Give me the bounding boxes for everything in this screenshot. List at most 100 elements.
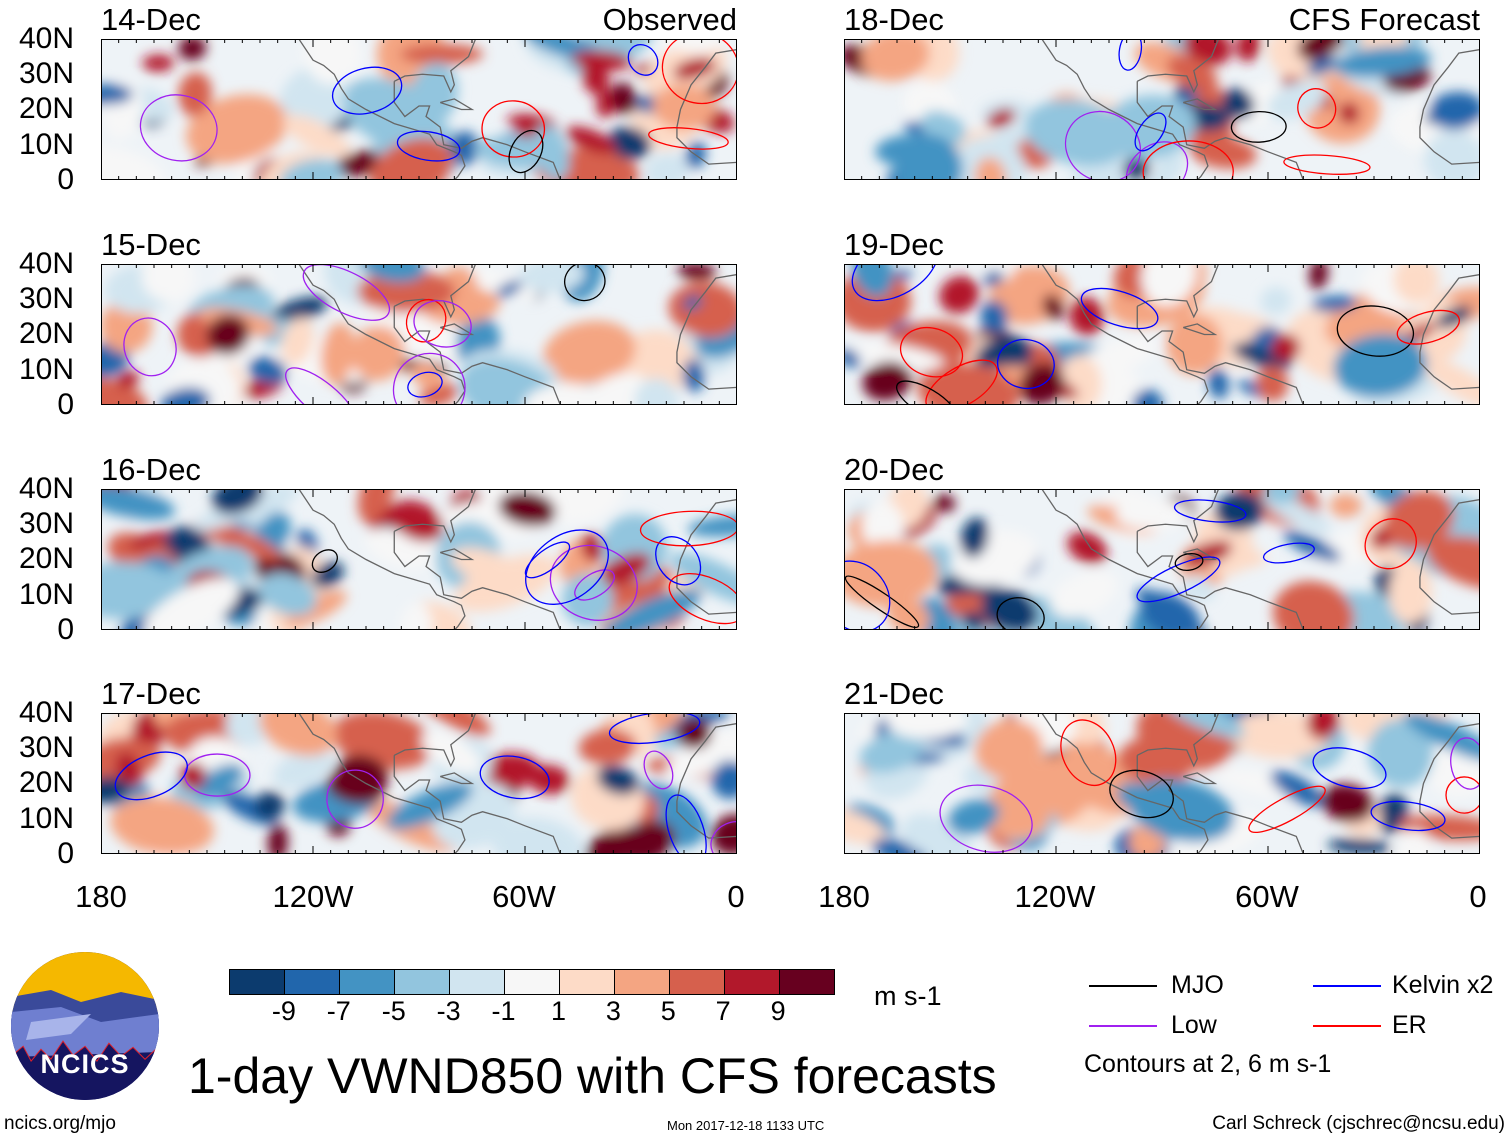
map-panel: 14-Dec Observed — [101, 2, 737, 180]
logo-text: NCICS — [40, 1049, 130, 1079]
wave-contour — [1248, 785, 1326, 833]
coastline — [439, 323, 475, 336]
anomaly-blob — [644, 153, 690, 180]
anomaly-blob — [687, 514, 737, 537]
coastline — [439, 98, 475, 111]
anomaly-blob — [1235, 39, 1261, 62]
wave-contour — [1136, 556, 1221, 603]
anomaly-blob — [1329, 493, 1362, 518]
anomaly-blob — [160, 387, 211, 405]
wave-contour — [1230, 110, 1287, 143]
colorbar-swatch — [780, 970, 834, 994]
anomaly-blob — [1207, 368, 1229, 399]
wave-contour — [407, 371, 443, 398]
anomaly-blob — [844, 348, 861, 368]
anomaly-blob — [1140, 264, 1197, 307]
panel-frame — [844, 489, 1480, 630]
lat-label: 40N — [18, 472, 74, 505]
map-panel: 16-Dec — [101, 452, 737, 630]
anomaly-blob — [1042, 294, 1064, 320]
anomaly-blob — [1427, 91, 1480, 130]
anomaly-blob — [581, 532, 603, 563]
wave-contour — [1173, 499, 1247, 523]
anomaly-blob — [677, 264, 717, 281]
wave-contour — [574, 569, 615, 601]
anomaly-blob — [473, 136, 569, 169]
anomaly-blob — [1134, 588, 1171, 608]
anomaly-blob — [847, 342, 946, 372]
anomaly-blob — [565, 126, 617, 155]
anomaly-blob — [496, 280, 523, 297]
anomaly-blob — [885, 713, 969, 740]
wave-contour — [396, 130, 461, 162]
anomaly-blob — [268, 296, 328, 325]
anomaly-blob — [670, 552, 737, 605]
coastline — [1041, 264, 1209, 405]
coastline — [1182, 548, 1218, 561]
anomaly-blob — [1327, 838, 1392, 854]
anomaly-blob — [520, 264, 585, 293]
panel-date: 17-Dec — [101, 676, 201, 711]
legend-er-line — [1313, 1025, 1381, 1027]
coastline — [1136, 755, 1304, 854]
wave-contour — [139, 94, 218, 162]
coastline — [393, 489, 477, 544]
lat-label: 10N — [18, 352, 74, 386]
panel-date: 21-Dec — [844, 676, 944, 711]
colorbar-units: m s-1 — [874, 981, 942, 1011]
panel-date: 19-Dec — [844, 227, 944, 262]
lon-label: 120W — [1014, 879, 1096, 914]
anomaly-blob — [665, 727, 737, 778]
coastline — [298, 264, 466, 405]
wave-contour — [844, 575, 920, 628]
anomaly-blob — [212, 489, 264, 515]
anomaly-blob — [543, 320, 636, 385]
wave-contour — [896, 380, 957, 405]
anomaly-blob — [143, 578, 240, 630]
lat-label: 20N — [18, 317, 74, 351]
legend-mjo-label: MJO — [1171, 971, 1224, 999]
wave-contour — [1125, 141, 1189, 180]
wave-contour — [405, 298, 447, 343]
colorbar-swatch — [725, 970, 780, 994]
anomaly-blob — [844, 540, 938, 608]
anomaly-blob — [1166, 314, 1223, 375]
lat-label: 10N — [18, 127, 74, 161]
anomaly-blob — [421, 731, 482, 773]
anomaly-blob — [599, 552, 652, 586]
colorbar-swatch — [505, 970, 560, 994]
anomaly-blob — [1297, 39, 1344, 61]
map-panel: 15-Dec — [101, 227, 737, 405]
anomaly-blob — [986, 108, 1016, 129]
anomaly-blob — [1270, 770, 1325, 807]
anomaly-blob — [350, 325, 405, 381]
vwnd-field — [844, 39, 1480, 180]
anomaly-blob — [1157, 713, 1246, 739]
wave-contour — [661, 39, 737, 105]
coastline — [393, 755, 561, 854]
panel-frame — [844, 39, 1480, 180]
anomaly-blob — [326, 768, 386, 805]
panel-frame — [844, 264, 1480, 405]
map-panel: 21-Dec — [844, 676, 1480, 854]
anomaly-blob — [206, 314, 250, 355]
coastline — [1041, 713, 1209, 854]
lat-label: 30N — [18, 507, 74, 541]
lat-label: 20N — [18, 92, 74, 126]
anomaly-blob — [128, 531, 170, 550]
anomaly-blob — [652, 84, 716, 131]
wave-contour — [1364, 518, 1417, 570]
vwnd-field — [101, 39, 737, 180]
anomaly-blob — [545, 489, 623, 525]
anomaly-blob — [358, 489, 397, 523]
wave-contour — [392, 352, 466, 405]
wave-contour — [1060, 719, 1117, 786]
footer-url: ncics.org/mjo — [4, 1113, 116, 1134]
wave-contour — [508, 129, 544, 174]
anomaly-blob — [1067, 531, 1108, 564]
anomaly-blob — [1229, 713, 1330, 759]
coastline — [1419, 498, 1480, 615]
colorbar-tick-label: 9 — [770, 996, 786, 1026]
panel-date: 14-Dec — [101, 2, 201, 37]
